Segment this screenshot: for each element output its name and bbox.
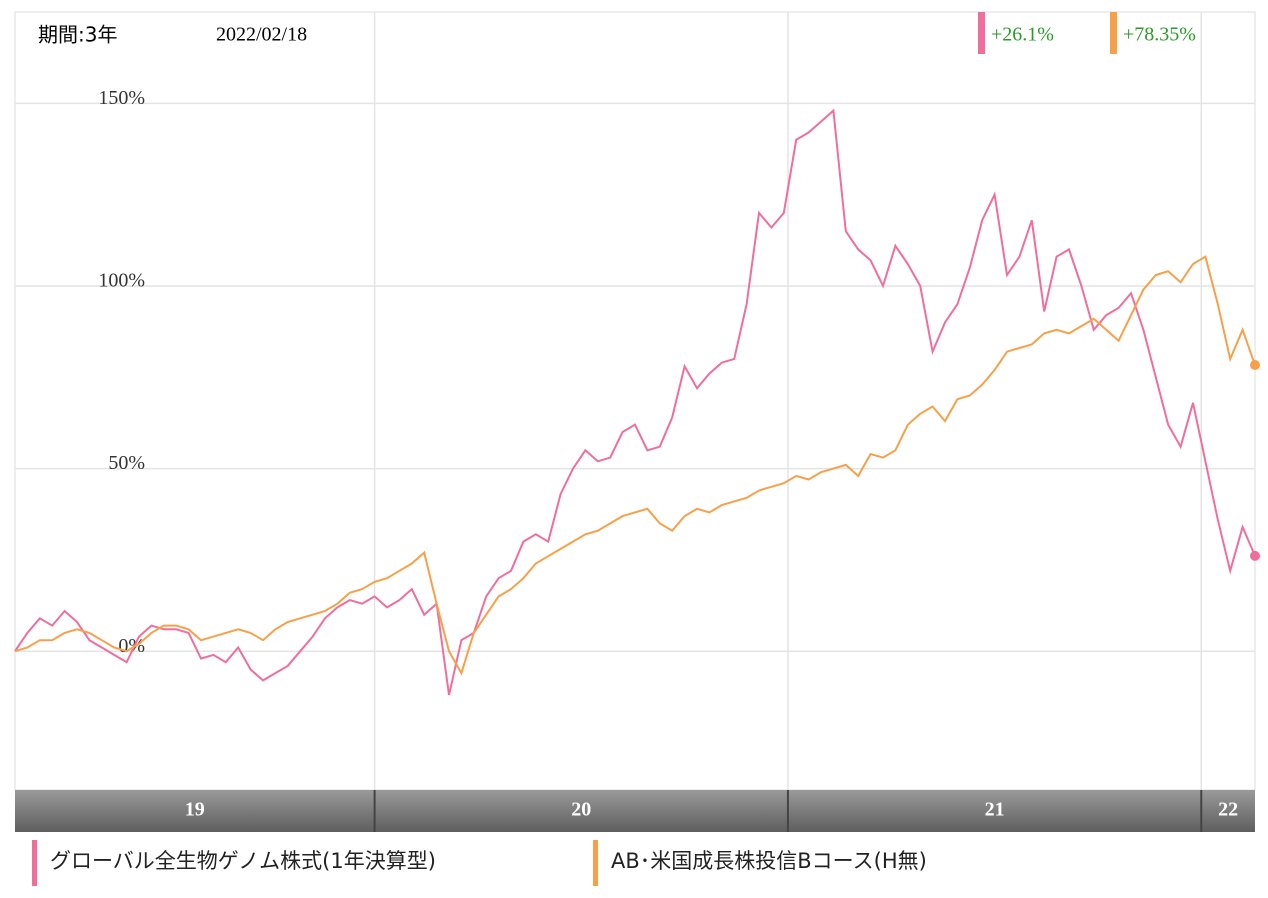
x-band-label: 20 <box>571 799 591 821</box>
legend-label: グローバル全生物ゲノム株式(1年決算型) <box>50 849 436 873</box>
y-tick-label: 100% <box>98 270 145 292</box>
change-label: +78.35% <box>1123 24 1196 46</box>
end-point <box>1250 360 1260 371</box>
period: 期間:3年 <box>38 23 117 47</box>
legend-swatch <box>593 840 598 886</box>
x-band-label: 22 <box>1218 799 1238 821</box>
legend-label: AB･米国成長株投信Bコース(H無) <box>611 849 927 873</box>
x-axis-band <box>15 790 1255 832</box>
plot-area <box>14 11 1256 791</box>
change-swatch <box>978 12 985 54</box>
change-label: +26.1% <box>991 24 1054 46</box>
y-tick-label: 50% <box>108 452 145 474</box>
end-point <box>1250 550 1260 561</box>
y-tick-label: 150% <box>98 87 145 109</box>
x-band-label: 19 <box>185 799 205 821</box>
series-line <box>14 255 1256 676</box>
date: 2022/02/18 <box>216 24 307 46</box>
series-line <box>14 108 1256 696</box>
change-swatch <box>1110 12 1117 54</box>
legend-swatch <box>32 840 37 886</box>
x-band-label: 21 <box>985 799 1005 821</box>
